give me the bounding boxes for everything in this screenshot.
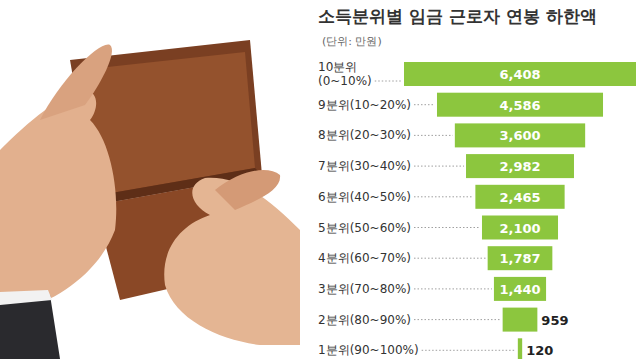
category-label: 4분위(60~70%) <box>318 251 411 265</box>
category-label: 2분위(80~90%) <box>318 313 411 327</box>
bar <box>503 308 538 332</box>
category-label: 7분위(30~40%) <box>318 159 411 173</box>
category-label-line: (0~10%) <box>318 74 372 88</box>
leader-line <box>422 350 516 351</box>
category-label: 3분위(70~80%) <box>318 282 411 296</box>
data-label: 4,586 <box>499 98 540 113</box>
leader-line <box>414 135 453 136</box>
category-label: 6분위(40~50%) <box>318 190 411 204</box>
data-label: 2,100 <box>499 221 540 236</box>
bar <box>475 185 564 209</box>
category-label: 5분위(50~60%) <box>318 221 411 235</box>
data-label: 2,465 <box>499 190 540 205</box>
category-label-line: 10분위 <box>318 60 357 74</box>
category-label: 1분위(90~100%) <box>318 343 419 357</box>
data-label: 3,600 <box>499 128 540 143</box>
data-label: 959 <box>541 313 568 328</box>
leader-line <box>414 288 492 289</box>
left-sleeve <box>0 295 60 359</box>
title: 소득분위별 임금 근로자 연봉 하한액 <box>318 6 597 26</box>
data-label: 1,787 <box>499 251 540 266</box>
bar <box>482 216 558 240</box>
data-label: 6,408 <box>499 67 540 82</box>
data-label: 2,982 <box>499 159 540 174</box>
right-thumb <box>215 170 280 210</box>
left-hand <box>0 90 116 315</box>
category-label: 9분위(10~20%) <box>318 98 411 112</box>
bar <box>437 93 603 117</box>
leader-line <box>414 227 480 228</box>
bars <box>404 62 636 359</box>
subtitle: (단위: 만원) <box>322 35 382 48</box>
leader-line <box>375 81 402 82</box>
bar <box>488 246 553 270</box>
leader-line <box>414 166 464 167</box>
left-cuff <box>0 290 52 305</box>
labels: 10분위(0~10%) 6,408 9분위(10~20%) 4,586 8분위(20~3… <box>318 60 569 358</box>
data-label: 120 <box>526 343 553 358</box>
left-thumb <box>40 45 112 120</box>
bar <box>455 123 585 147</box>
bar <box>404 62 636 86</box>
chart: 소득분위별 임금 근로자 연봉 하한액 (단위: 만원) 10분위(0~10%) 6,… <box>0 0 640 359</box>
category-label: 10분위(0~10%) <box>318 60 372 88</box>
bar <box>466 154 574 178</box>
bar <box>494 277 546 301</box>
leader-line <box>414 258 486 259</box>
data-label: 1,440 <box>499 282 540 297</box>
bar <box>518 338 522 359</box>
leader-line <box>414 196 473 197</box>
leader-line <box>414 319 501 320</box>
leader-line <box>414 104 435 105</box>
category-label: 8분위(20~30%) <box>318 128 411 142</box>
wallet-illustration <box>0 0 300 359</box>
illustration-bg <box>0 0 300 359</box>
